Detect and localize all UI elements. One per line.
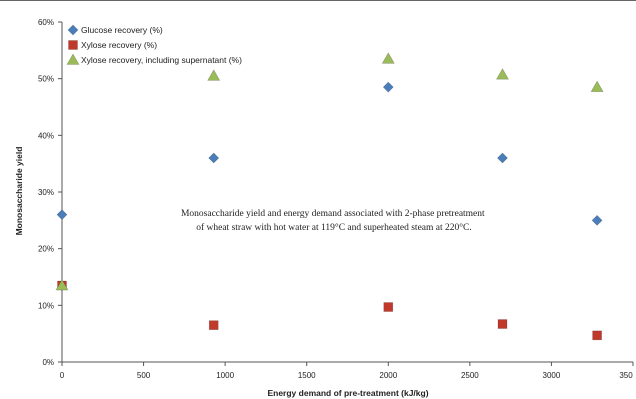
data-points	[55, 52, 604, 341]
x-tick-label: 2000	[379, 371, 397, 380]
data-point	[55, 278, 69, 291]
y-tick-label: 50%	[38, 75, 54, 84]
x-tick-label: 0	[60, 371, 65, 380]
data-point	[381, 52, 395, 64]
data-point	[497, 319, 508, 329]
legend-marker	[66, 53, 80, 65]
data-point	[56, 209, 68, 221]
x-tick-label: 1500	[298, 371, 316, 380]
x-tick-label: 3000	[543, 371, 561, 380]
y-tick-label: 10%	[38, 301, 54, 310]
data-point	[382, 81, 394, 93]
data-point	[590, 80, 604, 92]
tick-labels: 0% 10% 20% 30% 40% 50% 60% 0 500 1000 1500 2000 2500…	[38, 18, 634, 380]
y-axis-title: Monosaccharide yield	[14, 147, 24, 236]
y-tick-label: 20%	[38, 245, 54, 254]
annotation: Monosaccharide yield and energy demand a…	[181, 209, 487, 233]
legend-item: Xylose recovery (%)	[68, 40, 157, 50]
data-point	[497, 152, 508, 164]
series-2	[57, 280, 602, 341]
x-tick-label: 1000	[216, 371, 234, 380]
annotation-line-1: Monosaccharide yield and energy demand a…	[181, 209, 485, 219]
y-tick-label: 40%	[38, 131, 54, 140]
annotation-line-2: of wheat straw with hot water at 119°C a…	[196, 222, 472, 233]
data-point	[592, 330, 602, 341]
data-point	[383, 302, 394, 312]
data-point	[591, 214, 603, 226]
axes	[61, 22, 633, 363]
legend-label: Xylose recovery (%)	[81, 40, 157, 50]
legend-label: Xylose recovery, including supernatant (…	[81, 55, 242, 65]
y-tick-label: 30%	[38, 188, 54, 197]
x-axis-title: Energy demand of pre-treatment (kJ/kg)	[267, 388, 428, 398]
y-tick-label: 60%	[38, 18, 54, 27]
legend: Glucose recovery (%) Xylose recovery (%) X…	[66, 24, 242, 65]
series-3	[55, 52, 604, 291]
x-tick-label: 2500	[461, 371, 479, 380]
y-tick-label: 0%	[42, 358, 54, 367]
data-point	[208, 320, 219, 330]
legend-label: Glucose recovery (%)	[81, 25, 163, 35]
data-point	[207, 69, 221, 81]
data-point	[495, 68, 510, 80]
series-1	[56, 81, 603, 226]
x-tick-label: 350	[619, 371, 633, 380]
legend-item: Glucose recovery (%)	[67, 24, 163, 36]
legend-item: Xylose recovery, including supernatant (…	[66, 53, 242, 65]
legend-marker	[67, 24, 79, 36]
x-tick-label: 500	[137, 371, 151, 380]
data-point	[208, 152, 220, 164]
legend-marker	[68, 40, 78, 50]
